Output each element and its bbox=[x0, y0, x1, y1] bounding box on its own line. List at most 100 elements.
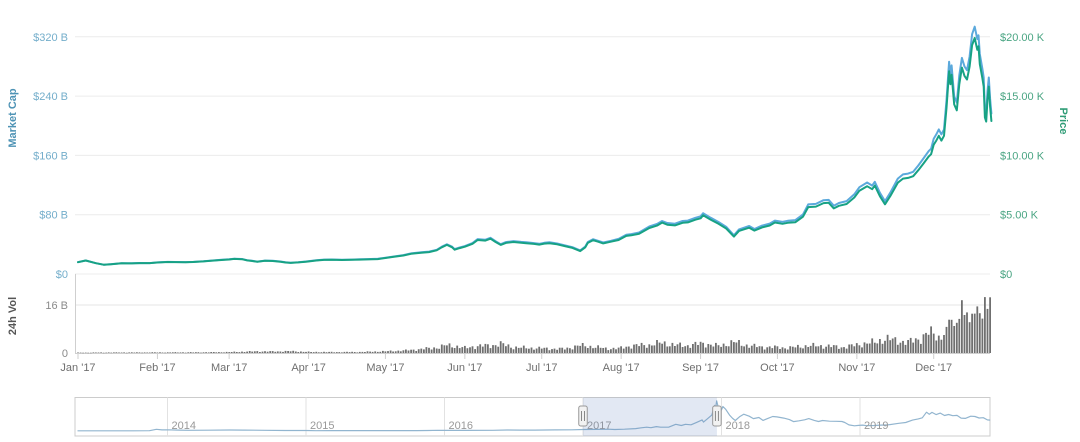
volume-bars[interactable] bbox=[77, 297, 991, 354]
volume-bar bbox=[978, 313, 981, 353]
volume-bar bbox=[387, 351, 389, 353]
volume-bar bbox=[510, 347, 512, 353]
volume-bar bbox=[779, 349, 781, 353]
volume-bar bbox=[863, 342, 866, 353]
volume-bar bbox=[692, 344, 694, 353]
volume-bar bbox=[82, 352, 84, 354]
navigator-series-line bbox=[77, 400, 991, 432]
volume-bar bbox=[438, 348, 441, 353]
volume-bar bbox=[612, 347, 615, 353]
volume-bar bbox=[471, 346, 474, 353]
volume-bar bbox=[602, 348, 605, 353]
volume-bar bbox=[397, 350, 400, 353]
volume-bar bbox=[827, 344, 830, 353]
market-cap-tick-label: $320 B bbox=[33, 32, 68, 44]
volume-bar bbox=[932, 333, 935, 353]
volume-bar bbox=[594, 347, 597, 353]
volume-bar bbox=[896, 344, 899, 353]
volume-bar bbox=[617, 347, 620, 353]
volume-bar bbox=[415, 351, 418, 353]
volume-tick-label: 16 B bbox=[45, 300, 68, 312]
market-cap-series-line[interactable] bbox=[77, 25, 993, 266]
market-cap-axis-title: Market Cap bbox=[7, 88, 19, 148]
price-series-line[interactable] bbox=[77, 37, 993, 266]
volume-bar bbox=[820, 345, 822, 353]
volume-bar bbox=[374, 351, 377, 353]
volume-bar bbox=[707, 344, 710, 353]
volume-bar bbox=[105, 352, 108, 354]
volume-bar bbox=[269, 351, 272, 353]
volume-bar bbox=[848, 344, 851, 353]
volume-bar bbox=[107, 352, 110, 353]
volume-bar bbox=[735, 342, 738, 353]
volume-bar bbox=[817, 346, 820, 353]
volume-bar bbox=[499, 341, 502, 353]
navigator-selection[interactable] bbox=[583, 397, 717, 437]
volume-bar bbox=[356, 352, 359, 353]
volume-bar bbox=[615, 349, 617, 353]
volume-bar bbox=[525, 348, 528, 353]
volume-bar bbox=[763, 349, 766, 353]
volume-bar bbox=[113, 352, 115, 353]
volume-bar bbox=[228, 352, 231, 353]
volume-bar bbox=[656, 340, 658, 353]
volume-bar bbox=[912, 342, 915, 353]
volume-bar bbox=[328, 351, 330, 353]
volume-bar bbox=[886, 334, 889, 353]
volume-bar bbox=[243, 352, 246, 353]
volume-bar bbox=[984, 297, 986, 353]
volume-bar bbox=[264, 351, 266, 353]
navigator-right-handle[interactable] bbox=[712, 405, 722, 427]
volume-bar bbox=[110, 352, 113, 354]
volume-bar bbox=[315, 351, 318, 353]
volume-bar bbox=[481, 346, 484, 353]
month-label: Oct '17 bbox=[760, 362, 795, 374]
handle-body[interactable] bbox=[578, 405, 588, 427]
volume-bar bbox=[274, 351, 277, 353]
volume-bar bbox=[138, 352, 141, 353]
volume-bar bbox=[192, 352, 195, 353]
volume-bar bbox=[627, 346, 630, 353]
navigator-year-label: 2018 bbox=[726, 420, 750, 432]
volume-bar bbox=[484, 343, 487, 353]
volume-bar bbox=[597, 345, 599, 353]
volume-bar bbox=[771, 348, 774, 353]
volume-bar bbox=[456, 345, 459, 353]
volume-bar bbox=[645, 347, 648, 353]
volume-bar bbox=[197, 352, 200, 353]
volume-bar bbox=[571, 349, 574, 353]
price-tick-label: $15.00 K bbox=[1000, 91, 1045, 103]
volume-bar bbox=[850, 344, 853, 353]
volume-bar bbox=[551, 349, 553, 353]
volume-bar bbox=[522, 345, 525, 353]
volume-bar bbox=[679, 342, 681, 353]
volume-bar bbox=[294, 351, 297, 353]
volume-bar bbox=[433, 347, 435, 353]
volume-bar bbox=[727, 346, 730, 353]
volume-bar bbox=[855, 343, 858, 353]
volume-bar bbox=[658, 342, 661, 353]
market-cap-tick-label: $240 B bbox=[33, 91, 68, 103]
volume-bar bbox=[566, 347, 569, 353]
volume-bar bbox=[405, 349, 407, 353]
volume-bar bbox=[937, 335, 940, 353]
volume-bar bbox=[971, 313, 973, 353]
volume-bar bbox=[620, 346, 622, 353]
volume-bar bbox=[156, 352, 159, 353]
volume-bar bbox=[428, 347, 430, 353]
volume-bar bbox=[750, 345, 753, 353]
handle-body[interactable] bbox=[712, 405, 722, 427]
volume-axis-title: 24h Vol bbox=[7, 296, 19, 336]
month-label: Nov '17 bbox=[838, 362, 875, 374]
volume-bar bbox=[361, 351, 364, 353]
month-label: Feb '17 bbox=[139, 362, 175, 374]
range-navigator[interactable]: 2014 2015 2016 2017 2018 2019 bbox=[74, 397, 991, 437]
navigator-left-handle[interactable] bbox=[578, 405, 588, 427]
volume-bar bbox=[325, 352, 328, 353]
volume-bar bbox=[653, 345, 656, 353]
volume-bar bbox=[330, 351, 333, 353]
volume-bar bbox=[633, 344, 635, 353]
volume-bar bbox=[581, 343, 584, 353]
volume-bar bbox=[118, 352, 120, 353]
